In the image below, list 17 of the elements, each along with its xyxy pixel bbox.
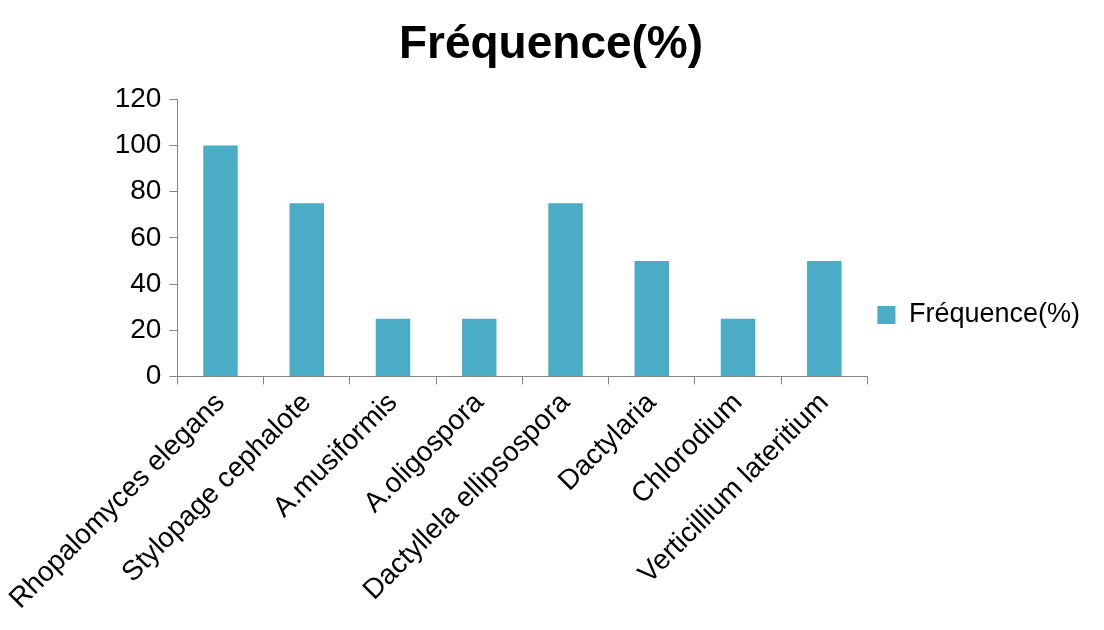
bar: [720, 318, 756, 376]
chart-title: Fréquence(%): [398, 16, 704, 69]
bar: [634, 260, 670, 376]
bar: [462, 318, 497, 376]
y-tick-label: 20: [130, 312, 162, 344]
bar: [548, 203, 583, 376]
bar: [375, 318, 411, 376]
y-tick-label: 60: [130, 220, 162, 252]
legend-label: Fréquence(%): [908, 298, 1081, 329]
bar: [807, 260, 842, 376]
y-tick-label: 120: [114, 81, 162, 113]
bar: [203, 145, 238, 376]
bar: [289, 203, 324, 376]
y-tick-label: 80: [130, 174, 162, 206]
y-tick-label: 100: [114, 128, 162, 160]
y-tick-label: 40: [130, 266, 162, 298]
y-tick-label: 0: [145, 359, 162, 391]
